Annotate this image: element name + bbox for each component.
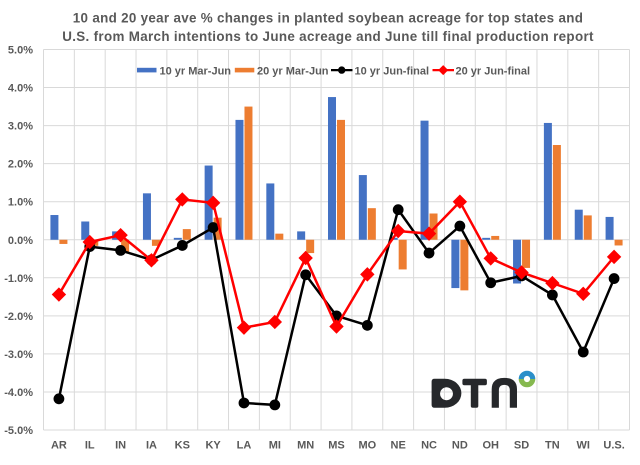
svg-text:-3.0%: -3.0% bbox=[4, 349, 33, 361]
svg-text:20 yr Jun-final: 20 yr Jun-final bbox=[456, 65, 531, 77]
svg-text:3.0%: 3.0% bbox=[8, 121, 33, 133]
svg-text:10 yr Jun-final: 10 yr Jun-final bbox=[355, 65, 430, 77]
svg-text:MS: MS bbox=[328, 440, 345, 452]
svg-text:1.0%: 1.0% bbox=[8, 197, 33, 209]
svg-text:OH: OH bbox=[482, 440, 499, 452]
svg-text:-5.0%: -5.0% bbox=[4, 425, 33, 437]
svg-text:SD: SD bbox=[514, 440, 529, 452]
svg-text:4.0%: 4.0% bbox=[8, 83, 33, 95]
svg-text:WI: WI bbox=[577, 440, 590, 452]
svg-text:IN: IN bbox=[115, 440, 126, 452]
svg-text:-1.0%: -1.0% bbox=[4, 273, 33, 285]
svg-text:ND: ND bbox=[452, 440, 468, 452]
svg-text:AR: AR bbox=[51, 440, 67, 452]
svg-text:MO: MO bbox=[358, 440, 376, 452]
svg-text:10 yr Mar-Jun: 10 yr Mar-Jun bbox=[160, 65, 232, 77]
svg-text:LA: LA bbox=[237, 440, 252, 452]
svg-text:KS: KS bbox=[175, 440, 190, 452]
svg-text:U.S. from March intentions to: U.S. from March intentions to June acrea… bbox=[62, 29, 594, 44]
svg-text:NE: NE bbox=[391, 440, 406, 452]
svg-text:IA: IA bbox=[146, 440, 157, 452]
svg-text:NC: NC bbox=[421, 440, 437, 452]
svg-text:0.0%: 0.0% bbox=[8, 235, 33, 247]
svg-text:U.S.: U.S. bbox=[603, 440, 624, 452]
svg-text:20 yr Mar-Jun: 20 yr Mar-Jun bbox=[257, 65, 329, 77]
svg-text:IL: IL bbox=[85, 440, 95, 452]
svg-text:-2.0%: -2.0% bbox=[4, 311, 33, 323]
svg-text:5.0%: 5.0% bbox=[8, 45, 33, 57]
svg-text:MN: MN bbox=[297, 440, 314, 452]
svg-text:TN: TN bbox=[545, 440, 560, 452]
svg-text:KY: KY bbox=[205, 440, 221, 452]
svg-text:-4.0%: -4.0% bbox=[4, 387, 33, 399]
svg-text:MI: MI bbox=[269, 440, 281, 452]
svg-text:2.0%: 2.0% bbox=[8, 159, 33, 171]
svg-text:10 and 20 year ave % changes i: 10 and 20 year ave % changes in planted … bbox=[73, 11, 583, 26]
